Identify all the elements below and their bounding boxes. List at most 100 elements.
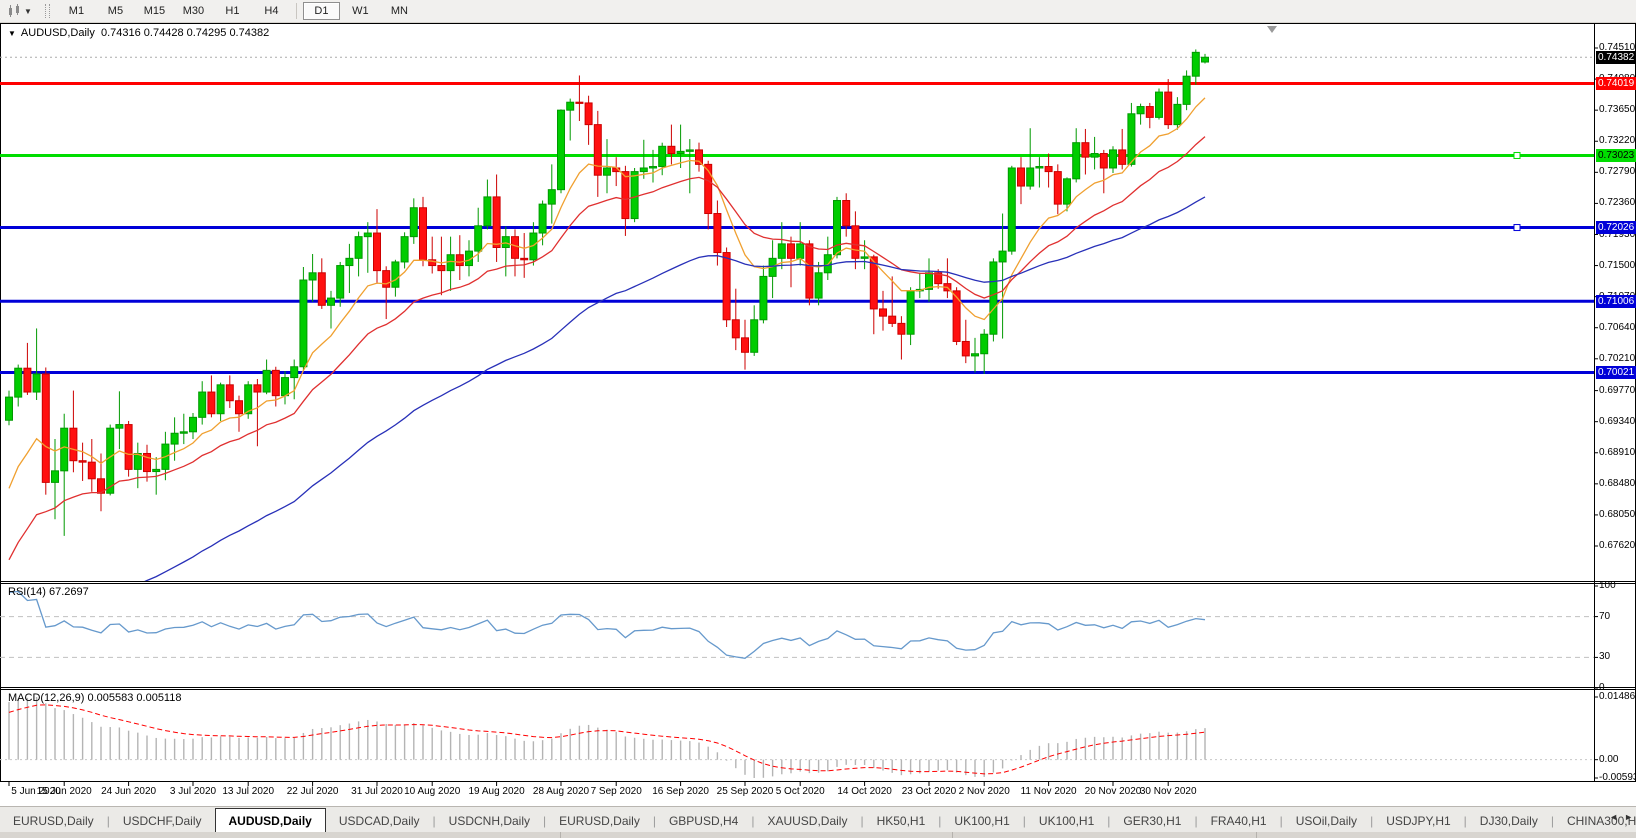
chart-tab-china300-h1[interactable]: CHINA300,H1: [1566, 814, 1636, 828]
candle-body: [207, 391, 216, 415]
candle-body: [299, 279, 308, 368]
price-tick-label: 0.69340: [1599, 415, 1636, 427]
hline-handle-level-blue-1[interactable]: [1513, 224, 1521, 232]
candle-body: [1201, 56, 1209, 63]
chart-tab-fra40-h1[interactable]: FRA40,H1: [1210, 814, 1267, 828]
price-tick-label: 0.73650: [1599, 104, 1636, 116]
chart-type-dropdown-caret[interactable]: ▼: [24, 6, 32, 16]
candle-body: [1182, 75, 1191, 105]
tab-separator: |: [1463, 814, 1467, 828]
macd-signal-line: [8, 704, 1206, 775]
chart-tab-usdcad-daily[interactable]: USDCAD,Daily: [338, 814, 420, 828]
timeframe-button-m30[interactable]: M30: [182, 5, 205, 17]
chart-title-text: AUDUSD,Daily 0.74316 0.74428 0.74295 0.7…: [20, 27, 270, 39]
candle-body: [1026, 167, 1035, 187]
date-label: 24 Jun 2020: [101, 786, 157, 797]
timeframe-button-mn[interactable]: MN: [390, 5, 408, 17]
candle-body: [1118, 149, 1127, 165]
timeframe-button-w1[interactable]: W1: [352, 5, 369, 17]
chart-tab-eurusd-daily[interactable]: EURUSD,Daily: [13, 814, 94, 828]
chart-title: ▼ AUDUSD,Daily 0.74316 0.74428 0.74295 0…: [8, 27, 269, 39]
status-bar-divider: [952, 832, 953, 838]
timeframe-button-m5[interactable]: M5: [107, 5, 124, 17]
tab-scroll-left-icon[interactable]: ◄: [1609, 812, 1619, 822]
candle-body: [1109, 149, 1117, 169]
candle-body: [1053, 171, 1062, 205]
timeframe-button-d1[interactable]: D1: [302, 2, 340, 20]
candle-body: [722, 252, 731, 321]
chart-tab-eurusd-daily[interactable]: EURUSD,Daily: [559, 814, 640, 828]
candle-body: [520, 257, 529, 261]
price-tag-level-blue-2: 0.71006: [1596, 294, 1636, 308]
rsi-tick-label: 0: [1599, 682, 1605, 693]
candle-body: [704, 163, 713, 215]
candle-body: [262, 369, 271, 393]
chart-tab-ger30-h1[interactable]: GER30,H1: [1123, 814, 1182, 828]
candle-body: [869, 256, 878, 310]
main-pane: [0, 49, 1594, 581]
chart-tab-hk50-h1[interactable]: HK50,H1: [876, 814, 926, 828]
chart-tab-usoil-daily[interactable]: USOil,Daily: [1295, 814, 1358, 828]
date-label: 13 Jul 2020: [222, 786, 275, 797]
candle-body: [51, 470, 59, 483]
status-bar-divider: [1256, 832, 1257, 838]
price-tag-level-blue-1: 0.72026: [1596, 221, 1636, 234]
candle-body: [630, 171, 639, 220]
chart-tab-gbpusd-h4[interactable]: GBPUSD,H4: [668, 814, 739, 828]
toolbar-grip[interactable]: [44, 4, 50, 18]
date-label: 16 Sep 2020: [652, 786, 709, 797]
candle-body: [5, 396, 13, 421]
tab-scroll-right-icon[interactable]: ►: [1624, 812, 1633, 822]
candle-body: [695, 149, 703, 165]
chart-tab-uk100-h1[interactable]: UK100,H1: [1038, 814, 1095, 828]
candle-body: [363, 232, 372, 238]
candle-body: [713, 213, 722, 254]
hline-handle-level-green[interactable]: [1513, 151, 1521, 159]
candle-body: [538, 203, 547, 234]
chart-tab-usdcnh-daily[interactable]: USDCNH,Daily: [448, 814, 531, 828]
candle-body: [216, 384, 225, 415]
chart-tab-dj30-daily[interactable]: DJ30,Daily: [1479, 814, 1538, 828]
tab-separator: |: [1370, 814, 1374, 828]
candle-body: [1173, 103, 1182, 126]
timeframe-button-m1[interactable]: M1: [68, 5, 85, 17]
rsi-tick-label: 30: [1599, 651, 1611, 663]
chart-tab-audusd-daily[interactable]: AUDUSD,Daily: [214, 808, 326, 833]
timeframe-button-m15[interactable]: M15: [143, 5, 166, 17]
chart-tab-usdchf-daily[interactable]: USDCHF,Daily: [122, 814, 202, 828]
tab-separator: |: [543, 814, 547, 828]
chart-type-button[interactable]: ▼: [3, 3, 36, 19]
candle-body: [547, 189, 556, 205]
candle-body: [179, 431, 188, 434]
candle-body: [1044, 166, 1053, 173]
candle-body: [759, 275, 768, 321]
candle-body: [1007, 167, 1016, 252]
candle-body: [833, 200, 841, 256]
candle-body: [253, 384, 262, 393]
candle-body: [124, 424, 133, 470]
chart-tab-usdjpy-h1[interactable]: USDJPY,H1: [1386, 814, 1451, 828]
price-tick-label: 0.71930: [1599, 228, 1636, 240]
candle-body: [69, 427, 78, 462]
candle-body: [593, 124, 602, 176]
candle-body: [1127, 113, 1136, 165]
tab-separator: |: [860, 814, 864, 828]
date-label: 2 Nov 2020: [958, 786, 1010, 797]
chart-tab-uk100-h1[interactable]: UK100,H1: [954, 814, 1010, 828]
date-label: 14 Oct 2020: [837, 786, 892, 797]
timeframe-button-h4[interactable]: H4: [264, 5, 279, 17]
price-tick-label: 0.70640: [1599, 321, 1636, 333]
candle-body: [1063, 178, 1071, 205]
date-label: 5 Oct 2020: [775, 786, 825, 797]
chart-tab-xauusd-daily[interactable]: XAUUSD,Daily: [767, 814, 848, 828]
price-tick-label: 0.71500: [1599, 259, 1636, 271]
candle-body: [842, 200, 851, 227]
symbol-dropdown-icon[interactable]: ▼: [8, 28, 16, 38]
candle-body: [14, 367, 23, 398]
tab-separator: |: [1279, 814, 1283, 828]
tab-separator: |: [1107, 814, 1111, 828]
candle-body: [345, 257, 354, 267]
candle-body: [511, 236, 519, 259]
timeframe-button-h1[interactable]: H1: [225, 5, 240, 17]
